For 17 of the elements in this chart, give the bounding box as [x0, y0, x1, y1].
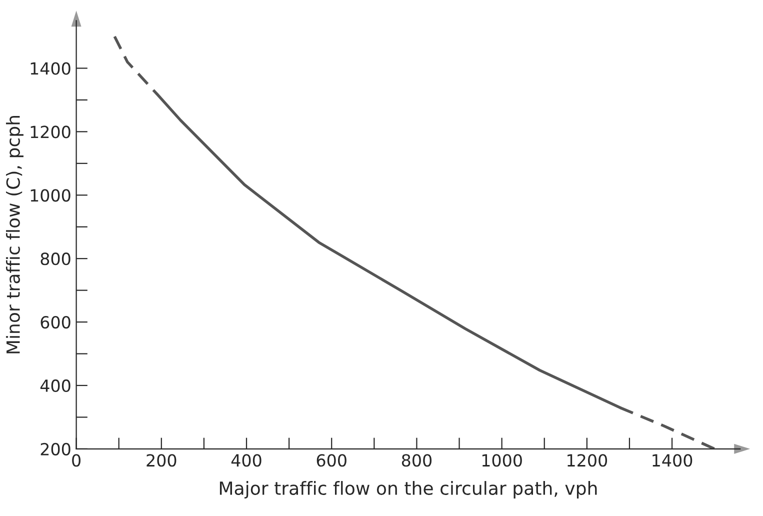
y-tick-label: 200	[40, 442, 70, 456]
y-tick-label: 600	[40, 316, 70, 329]
x-tick-label: 1200	[568, 454, 608, 467]
x-tick-label: 1000	[482, 454, 522, 467]
x-tick-label: 200	[146, 454, 176, 467]
y-tick-label: 800	[40, 252, 70, 266]
y-tick-label: 400	[40, 379, 70, 392]
x-tick-label: 800	[402, 454, 432, 467]
x-axis-title: Major traffic flow on the circular path, vph	[220, 481, 597, 498]
x-tick-label: 600	[316, 454, 346, 467]
y-tick-label: 1000	[30, 189, 70, 202]
y-tick-label: 1400	[30, 62, 70, 75]
y-axis-title: Minor traffic flow (C), pcph	[6, 116, 24, 354]
x-tick-label: 400	[231, 454, 262, 467]
x-tick-label: 1400	[652, 454, 692, 467]
x-tick-label: 0	[72, 454, 80, 467]
y-tick-label: 1200	[30, 126, 70, 138]
